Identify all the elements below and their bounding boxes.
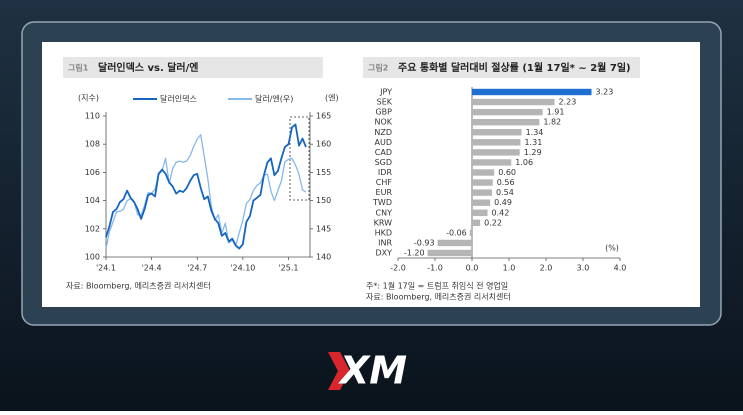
value-label: 1.06 [515, 158, 533, 167]
bar [427, 249, 472, 257]
logo-mark [328, 352, 350, 390]
y-tick-label: 102 [85, 224, 100, 233]
bar [472, 199, 491, 206]
x-tick-label: '25.1 [278, 264, 298, 273]
y2-tick-label: 150 [316, 196, 331, 205]
highlight-box [289, 116, 310, 201]
bar [472, 88, 592, 96]
chart-title: 달러인덱스 vs. 달러/엔 [98, 61, 199, 74]
y-tick-label: CNY [376, 208, 393, 217]
value-label: -0.93 [414, 238, 435, 247]
bar [472, 189, 492, 196]
logo: XM [338, 349, 407, 393]
y-tick-label: INR [378, 238, 392, 247]
y-tick-label: AUD [375, 138, 393, 147]
bar [472, 139, 521, 146]
y2-tick-label: 155 [316, 168, 331, 177]
source: 자료: Bloomberg, 메리츠증권 리서치센터 [66, 281, 211, 291]
bar [472, 108, 543, 116]
header-bar [363, 57, 640, 78]
value-label: 0.22 [484, 218, 502, 227]
y-tick-label: DXY [375, 249, 392, 258]
y-tick-label: SGD [375, 158, 392, 167]
value-label: 1.29 [524, 148, 542, 157]
y-tick-label: 104 [85, 196, 100, 205]
figure-label: 그림1 [68, 63, 89, 73]
bar [472, 169, 495, 176]
x-tick-label: '24.10 [230, 264, 255, 273]
value-label: 0.60 [498, 168, 516, 177]
value-label: 0.42 [492, 208, 510, 217]
panel [42, 42, 700, 307]
bar [472, 209, 488, 216]
y-tick-label: 108 [85, 140, 100, 149]
bar [472, 219, 481, 227]
value-label: 0.49 [494, 198, 512, 207]
y-tick-label: NOK [374, 118, 392, 127]
y-tick-label: JPY [379, 88, 392, 97]
note: 주*: 1월 17일 = 트럼프 취임식 전 영업일 [366, 281, 508, 291]
x-tick-label: -2.0 [390, 264, 406, 273]
x-tick-label: '24.1 [96, 264, 116, 273]
value-label: 0.56 [497, 178, 515, 187]
bar [437, 239, 472, 247]
source: 자료: Bloomberg, 메리츠증권 리서치센터 [366, 292, 511, 302]
value-label: 1.34 [526, 128, 544, 137]
y2-tick-label: 145 [316, 224, 331, 233]
y-tick-label: CHF [376, 178, 393, 187]
y-tick-label: KRW [374, 218, 392, 227]
y-tick-label: TWD [372, 198, 392, 207]
value-label: 0.54 [496, 188, 514, 197]
bar [472, 149, 520, 156]
y-axis-label: (지수) [78, 94, 99, 103]
value-label: 1.82 [543, 118, 561, 127]
x-tick-label: '24.7 [187, 264, 207, 273]
bar [472, 118, 540, 126]
y-tick-label: IDR [378, 168, 393, 177]
value-label: 1.91 [547, 108, 565, 117]
y2-tick-label: 140 [316, 253, 331, 262]
x-tick-label: 2.0 [540, 264, 553, 273]
x-unit: (%) [605, 244, 619, 253]
bar [469, 229, 472, 237]
figure-label: 그림2 [368, 63, 388, 73]
x-tick-label: '24.4 [142, 264, 162, 273]
y2-tick-label: 165 [316, 112, 331, 121]
bar [472, 98, 555, 106]
y-tick-label: 106 [85, 168, 100, 177]
bar [472, 129, 522, 136]
series-line [105, 123, 307, 250]
value-label: -1.20 [404, 249, 425, 258]
x-tick-label: 0.0 [466, 264, 479, 273]
y-tick-label: HKD [375, 228, 392, 237]
y2-axis-label: (엔) [325, 93, 339, 103]
header-bar [63, 57, 323, 78]
y-tick-label: GBP [375, 108, 392, 117]
legend-label: 달러인덱스 [160, 94, 197, 104]
legend-label: 달러/엔(우) [255, 94, 293, 104]
bar [472, 179, 493, 186]
x-tick-label: 1.0 [503, 264, 516, 273]
x-tick-label: 4.0 [614, 264, 627, 273]
x-tick-label: 3.0 [577, 264, 590, 273]
y-tick-label: EUR [376, 188, 393, 197]
y-tick-label: 100 [85, 253, 100, 262]
bar [472, 159, 512, 166]
value-label: 3.23 [596, 88, 614, 97]
y-tick-label: 110 [85, 112, 100, 121]
chart-title: 주요 통화별 달러대비 절상률 (1월 17일* ~ 2월 7일) [398, 61, 631, 74]
x-tick-label: -1.0 [427, 264, 443, 273]
value-label: 2.23 [559, 98, 577, 107]
y-tick-label: CAD [375, 148, 392, 157]
y-tick-label: SEK [377, 98, 393, 107]
y2-tick-label: 160 [316, 140, 331, 149]
y-tick-label: NZD [374, 128, 392, 137]
value-label: -0.06 [446, 228, 467, 237]
value-label: 1.31 [524, 138, 542, 147]
